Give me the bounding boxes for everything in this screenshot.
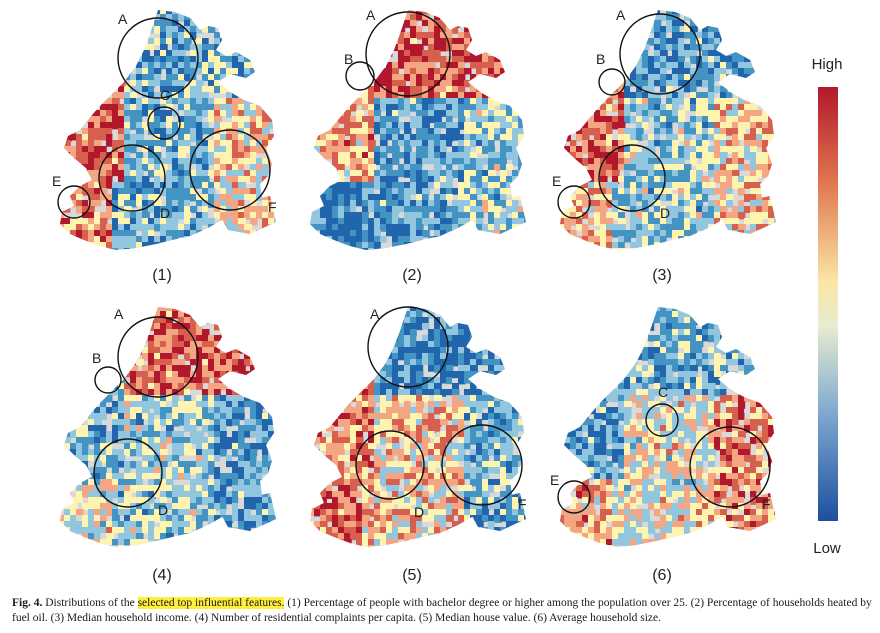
region-circle-a: A [114, 306, 199, 398]
region-circle-a: A [365, 7, 451, 97]
region-label-e: E [550, 472, 559, 488]
panel-label-1: (1) [152, 267, 172, 284]
region-label-f: F [268, 199, 277, 215]
region-label-a: A [114, 306, 124, 322]
legend-high-label: High [812, 56, 843, 73]
region-circle-d: D [93, 438, 168, 518]
region-circle-e: E [550, 472, 591, 514]
choropleth-tracts [310, 307, 526, 547]
region-label-b: B [344, 51, 353, 67]
region-circle-f: F [689, 426, 771, 512]
region-circle-d: D [355, 430, 425, 520]
region-circle-f: F [441, 424, 527, 512]
region-label-a: A [366, 7, 376, 23]
region-label-b: B [92, 350, 101, 366]
map-panel-2: AB [310, 7, 526, 250]
map-panel-4: A B D [60, 306, 276, 547]
region-circle-d: D [598, 144, 670, 221]
panel-label-3: (3) [652, 267, 672, 284]
legend-color-bar [818, 87, 838, 521]
region-label-d: D [158, 502, 168, 518]
region-circle-b: B [92, 350, 122, 394]
region-label-d: D [414, 504, 424, 520]
region-label-e: E [52, 173, 61, 189]
figure-caption: Fig. 4. Distributions of the selected to… [12, 596, 874, 626]
region-label-d: D [160, 205, 170, 221]
region-circle-e: E [52, 173, 91, 219]
region-label-e: E [552, 173, 561, 189]
region-circle-b: B [596, 51, 626, 96]
region-label-f: F [762, 496, 771, 512]
choropleth-tracts [310, 10, 526, 250]
map-panel-5: A D F [310, 306, 527, 547]
color-legend: High Low [812, 56, 843, 557]
region-label-d: D [660, 205, 670, 221]
region-circle-b: B [344, 51, 375, 91]
region-circle-c: C [645, 384, 679, 437]
caption-intro: Distributions of the [42, 597, 138, 609]
region-label-f: F [518, 496, 527, 512]
region-circle-f: F [189, 129, 277, 215]
region-circle-e: E [552, 173, 591, 219]
caption-body: (1) Percentage of people with bachelor d… [12, 597, 872, 624]
region-circle-c: C [147, 87, 181, 140]
panel-label-4: (4) [152, 567, 172, 584]
caption-highlight: selected top influential features. [137, 597, 285, 609]
panel-label-5: (5) [402, 567, 422, 584]
region-label-c: C [658, 384, 668, 400]
region-label-a: A [370, 306, 380, 322]
caption-figure-number: Fig. 4. [12, 597, 43, 609]
legend-low-label: Low [813, 540, 841, 557]
map-panel-3: A B D E [552, 7, 776, 250]
region-label-a: A [616, 7, 626, 23]
panel-label-6: (6) [652, 567, 672, 584]
map-panel-1: A C D E F [52, 10, 277, 250]
region-circle-a: A [117, 11, 199, 99]
region-circle-a: A [616, 7, 701, 95]
region-circle-d: D [98, 144, 170, 221]
region-label-a: A [118, 11, 128, 27]
map-panel-6: C E F [550, 307, 776, 547]
choropleth-tracts [560, 307, 776, 547]
region-label-c: C [160, 87, 170, 103]
region-label-b: B [596, 51, 605, 67]
panel-label-2: (2) [402, 267, 422, 284]
region-circle-a: A [367, 306, 449, 388]
